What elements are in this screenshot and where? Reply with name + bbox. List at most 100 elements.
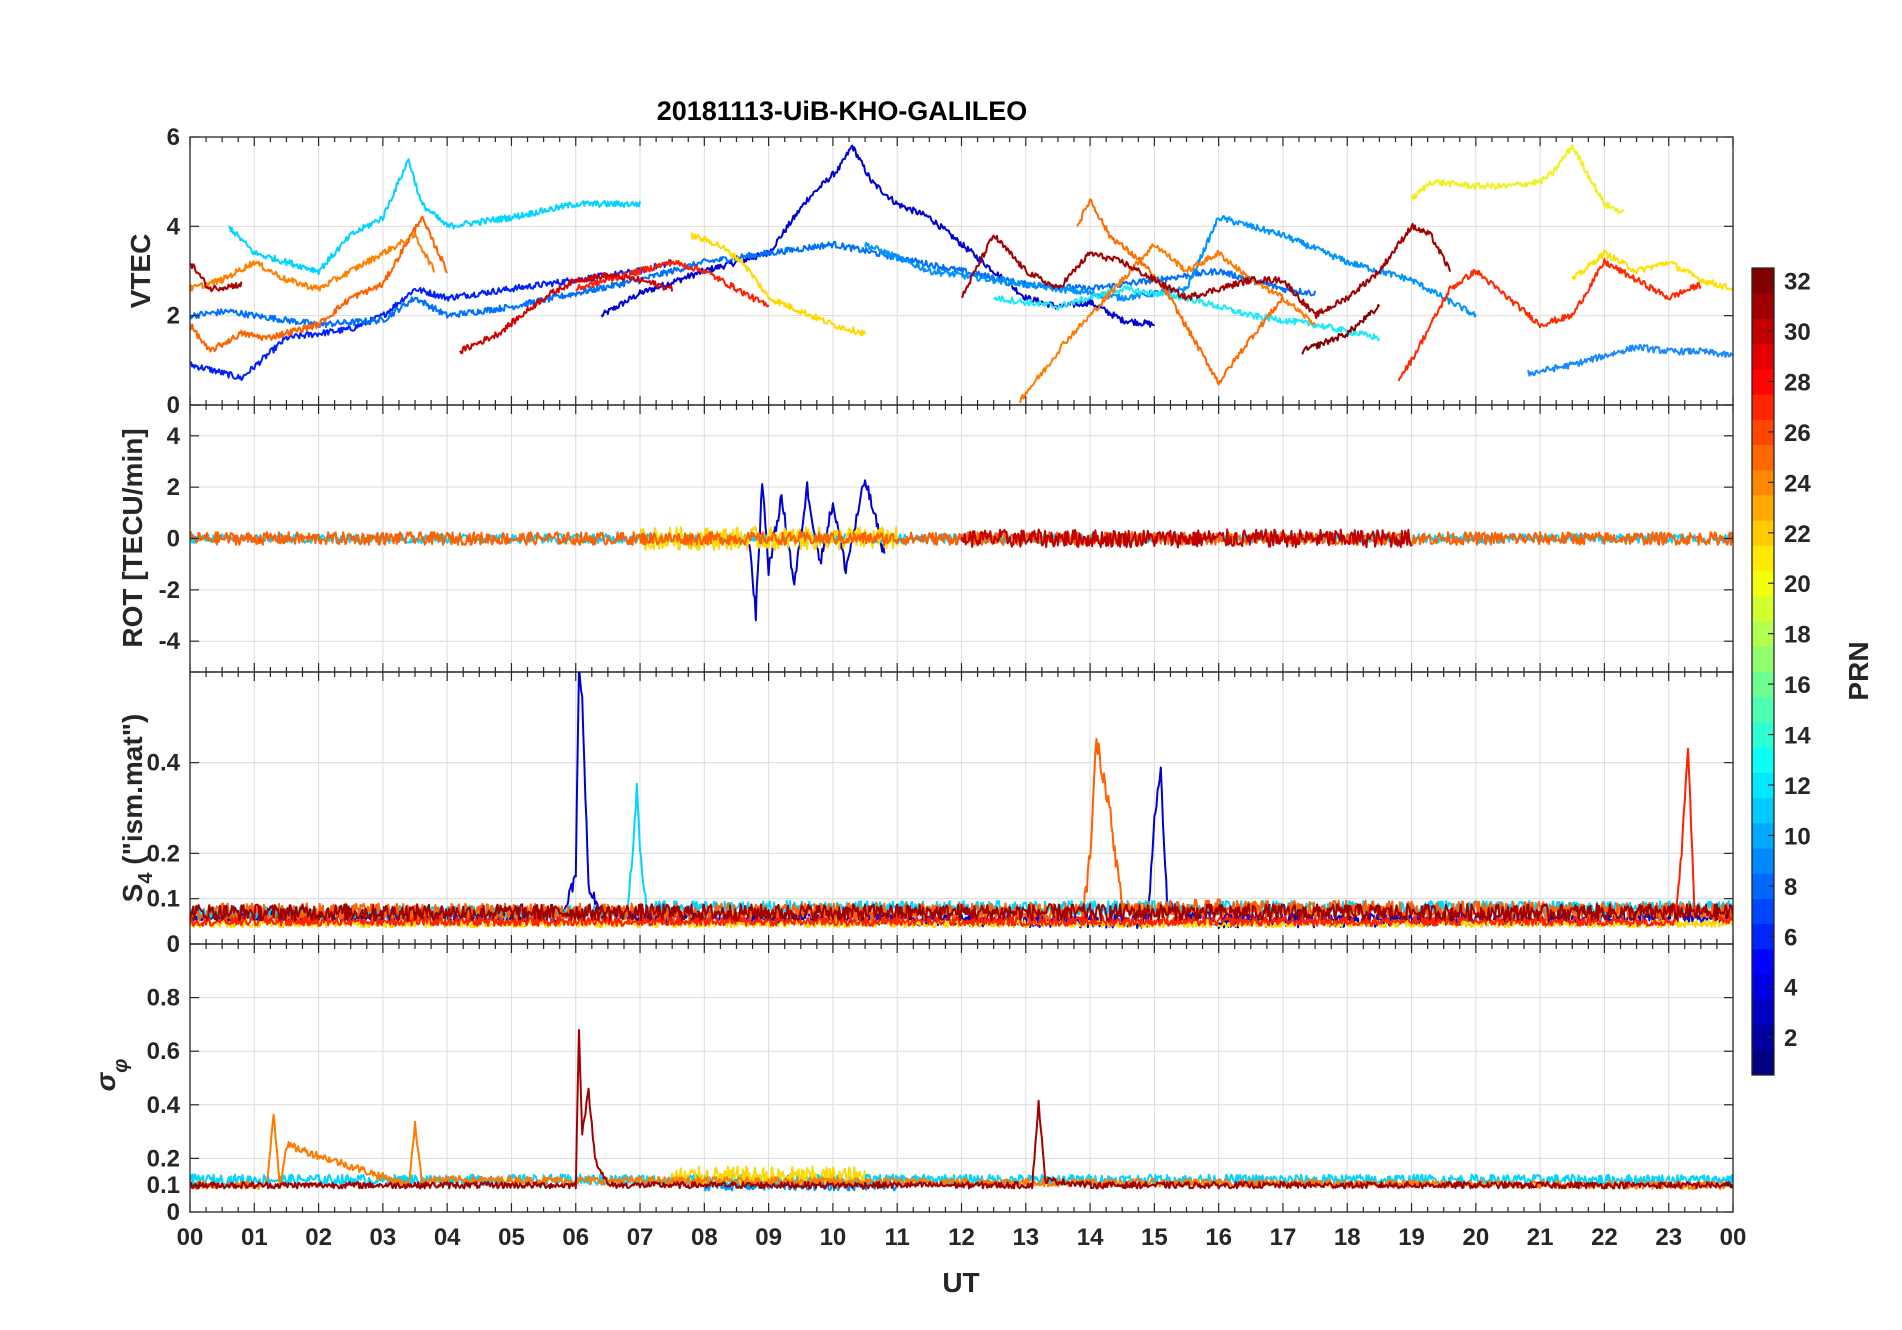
series-line-prn-31: [961, 222, 1452, 320]
colorbar-band: [1752, 1049, 1774, 1076]
colorbar-band: [1752, 570, 1774, 597]
colorbar-band: [1752, 621, 1774, 647]
series-line-prn-21: [1571, 249, 1733, 291]
colorbar-band: [1752, 671, 1774, 698]
colorbar-band: [1752, 848, 1774, 874]
colorbar-tick-label: 8: [1784, 874, 1797, 901]
series-line-prn-21: [639, 526, 899, 551]
y-tick-label: 0: [167, 1199, 180, 1226]
colorbar-tick-label: 28: [1784, 369, 1811, 396]
series-line-prn-32: [1301, 304, 1381, 355]
x-tick-label: 12: [948, 1224, 975, 1251]
colorbar-band: [1752, 923, 1774, 950]
colorbar-tick-label: 14: [1784, 723, 1811, 750]
colorbar-band: [1752, 444, 1774, 471]
series-line-prn-13: [993, 285, 1381, 342]
x-tick-label: 10: [820, 1224, 847, 1251]
vtec-y-axis-label: VTEC: [125, 234, 156, 309]
series-line-prn-5: [190, 259, 673, 381]
series-line-prn-31: [190, 262, 243, 293]
colorbar-band: [1752, 999, 1774, 1026]
colorbar-tick-label: 18: [1784, 622, 1811, 649]
panel-rot: -4 -2 0 2 4 ROT [TECU/min]: [117, 404, 1734, 673]
x-tick-label: 19: [1398, 1224, 1425, 1251]
rot-y-ticks: -4 -2 0 2 4: [159, 405, 1734, 672]
sigma-axes-frame: [189, 943, 1734, 1213]
y-tick-label: -4: [159, 628, 181, 655]
y-tick-label: 0: [167, 526, 180, 553]
colorbar-band: [1752, 419, 1774, 446]
vtec-y-ticks: 0 2 4 6: [167, 124, 1734, 419]
colorbar-tick-label: 12: [1784, 773, 1811, 800]
y-tick-label: -2: [159, 577, 180, 604]
series-line-prn-9: [1527, 343, 1733, 377]
x-tick-label: 18: [1334, 1224, 1361, 1251]
y-tick-label: 0.6: [147, 1038, 180, 1065]
colorbar-band: [1752, 469, 1774, 496]
series-line-prn-25: [190, 215, 448, 353]
x-tick-label: 14: [1077, 1224, 1104, 1251]
y-tick-label: 0.2: [147, 1145, 180, 1172]
sigma-y-ticks: 00.10.2 0.4 0.6 0.8: [147, 944, 1734, 1226]
colorbar-band: [1752, 822, 1774, 849]
colorbar-tick-label: 32: [1784, 269, 1811, 296]
s4-y-ticks: 0 0.1 0.2 0.4: [147, 672, 1734, 958]
series-line-prn-25: [190, 531, 1733, 546]
y-tick-label: 0.8: [147, 985, 180, 1012]
colorbar-tick-label: 2: [1784, 1025, 1797, 1052]
x-tick-label: 01: [241, 1224, 268, 1251]
colorbar-band: [1752, 646, 1774, 672]
x-tick-label: 08: [691, 1224, 718, 1251]
y-tick-label: 0.4: [147, 1092, 181, 1119]
rot-series: [190, 479, 1733, 622]
x-axis-ticks: 00 01 02 03 04 05 06 07 08 09 10 11 12 13 14 15 16 17 18 19…: [177, 1224, 1747, 1251]
y-tick-label: 0.1: [147, 886, 180, 913]
colorbar-tick-label: 26: [1784, 420, 1811, 447]
colorbar-band: [1752, 721, 1774, 748]
x-tick-label: 20: [1462, 1224, 1489, 1251]
x-tick-label: 07: [627, 1224, 654, 1251]
y-tick-label: 0.2: [147, 840, 180, 867]
x-tick-label: 23: [1655, 1224, 1682, 1251]
x-tick-label: 13: [1012, 1224, 1039, 1251]
colorbar-tick-label: 24: [1784, 470, 1811, 497]
colorbar-band: [1752, 1024, 1774, 1051]
x-tick-label: 17: [1270, 1224, 1297, 1251]
sigma-y-axis-label: σφ: [90, 1059, 132, 1092]
x-tick-label: 02: [305, 1224, 332, 1251]
series-line-prn-24: [190, 231, 436, 292]
series-line-prn-3: [748, 479, 886, 622]
x-axis-label: UT: [942, 1267, 979, 1298]
colorbar-band: [1752, 343, 1774, 370]
colorbar-band: [1752, 368, 1774, 395]
series-line-prn-20: [1410, 144, 1624, 215]
chart-title: 20181113-UiB-KHO-GALILEO: [657, 96, 1028, 126]
y-tick-label: 6: [167, 124, 180, 151]
series-line-prn-31: [190, 903, 1733, 922]
colorbar-band: [1752, 394, 1774, 420]
colorbar-band: [1752, 772, 1774, 799]
y-tick-label: 0.4: [147, 750, 181, 777]
x-tick-label: 05: [498, 1224, 525, 1251]
series-line-prn-8: [190, 240, 1317, 328]
series-line-prn-28: [190, 747, 1733, 927]
x-tick-label: 21: [1527, 1224, 1554, 1251]
x-tick-label: 22: [1591, 1224, 1618, 1251]
colorbar-tick-label: 10: [1784, 823, 1811, 850]
y-tick-label: 2: [167, 303, 180, 330]
x-tick-label: 09: [755, 1224, 782, 1251]
colorbar-band: [1752, 520, 1774, 546]
series-line-prn-3: [600, 144, 1156, 328]
s4-y-axis-label: S4 ("ism.mat"): [117, 714, 157, 903]
x-tick-label: 15: [1141, 1224, 1168, 1251]
colorbar-bands: [1752, 268, 1774, 1076]
colorbar-band: [1752, 948, 1774, 975]
colorbar-band: [1752, 696, 1774, 723]
y-tick-label: 4: [167, 423, 181, 450]
colorbar-band: [1752, 545, 1774, 572]
series-line-prn-28: [575, 259, 770, 308]
colorbar-band: [1752, 494, 1774, 521]
colorbar-band: [1752, 898, 1774, 925]
